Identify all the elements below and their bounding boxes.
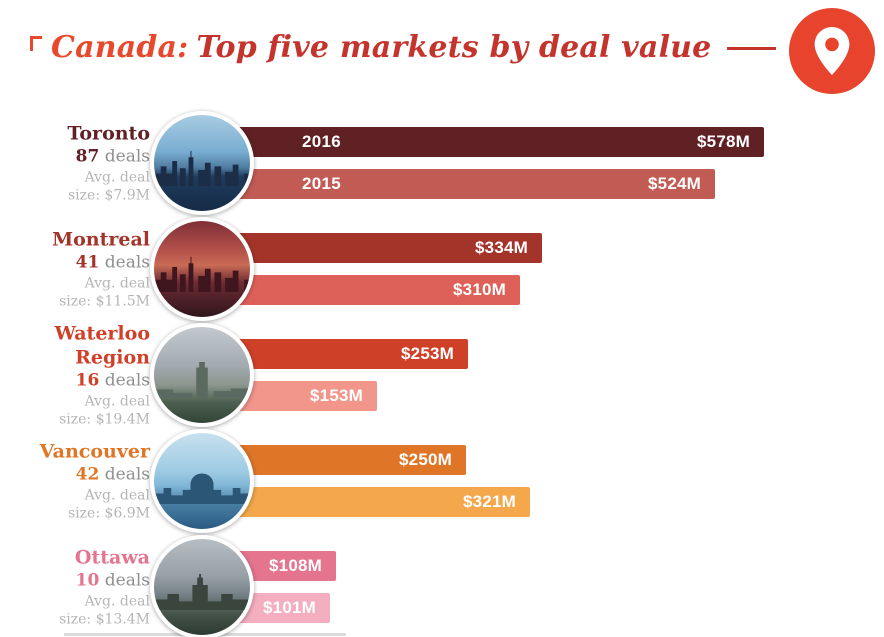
bar-2016: $334M xyxy=(238,233,542,263)
city-silhouette-icon xyxy=(154,256,250,293)
bar-value-label: $310M xyxy=(453,280,506,299)
bar-value-label: $153M xyxy=(310,386,363,405)
market-label-block: Toronto 87 deals Avg. deal size: $7.9M xyxy=(0,122,150,205)
city-silhouette-icon xyxy=(154,361,250,399)
market-name: Toronto xyxy=(67,122,150,145)
bar-group: $334M $310M xyxy=(238,233,542,305)
bar-2016: $250M xyxy=(238,445,466,475)
market-label-block: Vancouver 42 deals Avg. deal size: $6.9M xyxy=(0,440,150,523)
deal-count-line: 10 deals xyxy=(0,570,150,593)
deal-count: 10 xyxy=(75,570,100,591)
bar-2015: $153M xyxy=(238,381,377,411)
page-title: Canada: Top five markets by deal value xyxy=(51,33,711,63)
bar-group: 2016 $578M 2015 $524M xyxy=(238,127,764,199)
deal-count: 16 xyxy=(75,370,100,391)
market-row-toronto: Toronto 87 deals Avg. deal size: $7.9M 2… xyxy=(0,110,884,216)
avg-deal-line1: Avg. deal xyxy=(84,275,150,292)
avg-deal-line1: Avg. deal xyxy=(84,487,150,504)
deals-word: deals xyxy=(104,370,150,391)
title-bracket xyxy=(30,35,42,51)
market-row-waterloo: Waterloo Region 16 deals Avg. deal size:… xyxy=(0,322,884,428)
avg-deal-line1: Avg. deal xyxy=(84,393,150,410)
bar-2015: $101M xyxy=(238,593,330,623)
bar-2015: $310M xyxy=(238,275,520,305)
bar-value-label: $101M xyxy=(263,598,316,617)
bar-2015: $321M xyxy=(238,487,530,517)
bar-value-label: $321M xyxy=(463,492,516,511)
city-silhouette-icon xyxy=(154,150,250,187)
bar-value-label: $524M xyxy=(648,174,701,193)
bar-group: $253M $153M xyxy=(238,339,468,411)
bar-value-label: $108M xyxy=(269,556,322,575)
bar-value-label: $253M xyxy=(401,344,454,363)
bar-2016: $108M xyxy=(238,551,336,581)
avg-deal-line2: size: $19.4M xyxy=(59,411,150,428)
deals-word: deals xyxy=(104,146,150,167)
market-name: Montreal xyxy=(52,228,150,251)
bar-value-label: $334M xyxy=(475,238,528,257)
market-label-block: Montreal 41 deals Avg. deal size: $11.5M xyxy=(0,228,150,311)
bar-year-label: 2016 xyxy=(302,132,342,151)
bar-value-label: $250M xyxy=(399,450,452,469)
deal-count: 41 xyxy=(75,252,100,273)
market-label-block: Waterloo Region 16 deals Avg. deal size:… xyxy=(0,322,150,429)
ottawa-parliament-photo xyxy=(150,535,254,637)
market-label-block: Ottawa 10 deals Avg. deal size: $13.4M xyxy=(0,546,150,629)
avg-deal-line2: size: $13.4M xyxy=(59,611,150,628)
deal-count-line: 16 deals xyxy=(0,370,150,393)
market-row-vancouver: Vancouver 42 deals Avg. deal size: $6.9M… xyxy=(0,428,884,534)
deals-word: deals xyxy=(104,570,150,591)
title-country: Canada: xyxy=(51,30,189,65)
deal-count: 87 xyxy=(75,146,100,167)
bar-2015: 2015 $524M xyxy=(238,169,715,199)
title-subject: Top five markets by deal value xyxy=(196,30,712,65)
deal-count-line: 41 deals xyxy=(0,252,150,275)
deal-count: 42 xyxy=(75,464,100,485)
bar-2016: $253M xyxy=(238,339,468,369)
market-rows: Toronto 87 deals Avg. deal size: $7.9M 2… xyxy=(0,110,884,637)
bar-year-label: 2015 xyxy=(302,174,342,193)
montreal-skyline-photo xyxy=(150,217,254,321)
city-silhouette-icon xyxy=(154,573,250,611)
header: Canada: Top five markets by deal value xyxy=(30,4,876,98)
vancouver-waterfront-photo xyxy=(150,429,254,533)
avg-deal-line2: size: $7.9M xyxy=(68,187,150,204)
deal-count-line: 87 deals xyxy=(0,146,150,169)
map-pin-icon xyxy=(788,7,876,95)
city-silhouette-icon xyxy=(154,473,250,505)
bar-group: $250M $321M xyxy=(238,445,530,517)
market-row-montreal: Montreal 41 deals Avg. deal size: $11.5M… xyxy=(0,216,884,322)
avg-deal-line1: Avg. deal xyxy=(84,169,150,186)
market-name: Vancouver xyxy=(39,440,150,463)
title-rule xyxy=(727,46,776,50)
market-name: Waterloo Region xyxy=(54,322,150,369)
market-row-ottawa: Ottawa 10 deals Avg. deal size: $13.4M $… xyxy=(0,534,884,637)
deals-word: deals xyxy=(104,252,150,273)
avg-deal-line2: size: $6.9M xyxy=(68,505,150,522)
bar-group: $108M $101M xyxy=(238,551,336,623)
deals-word: deals xyxy=(104,464,150,485)
waterloo-tower-photo xyxy=(150,323,254,427)
toronto-skyline-photo xyxy=(150,111,254,215)
deal-count-line: 42 deals xyxy=(0,464,150,487)
avg-deal-line2: size: $11.5M xyxy=(59,293,150,310)
market-name: Ottawa xyxy=(74,546,150,569)
avg-deal-line1: Avg. deal xyxy=(84,593,150,610)
bar-value-label: $578M xyxy=(697,132,750,151)
bar-2016: 2016 $578M xyxy=(238,127,764,157)
